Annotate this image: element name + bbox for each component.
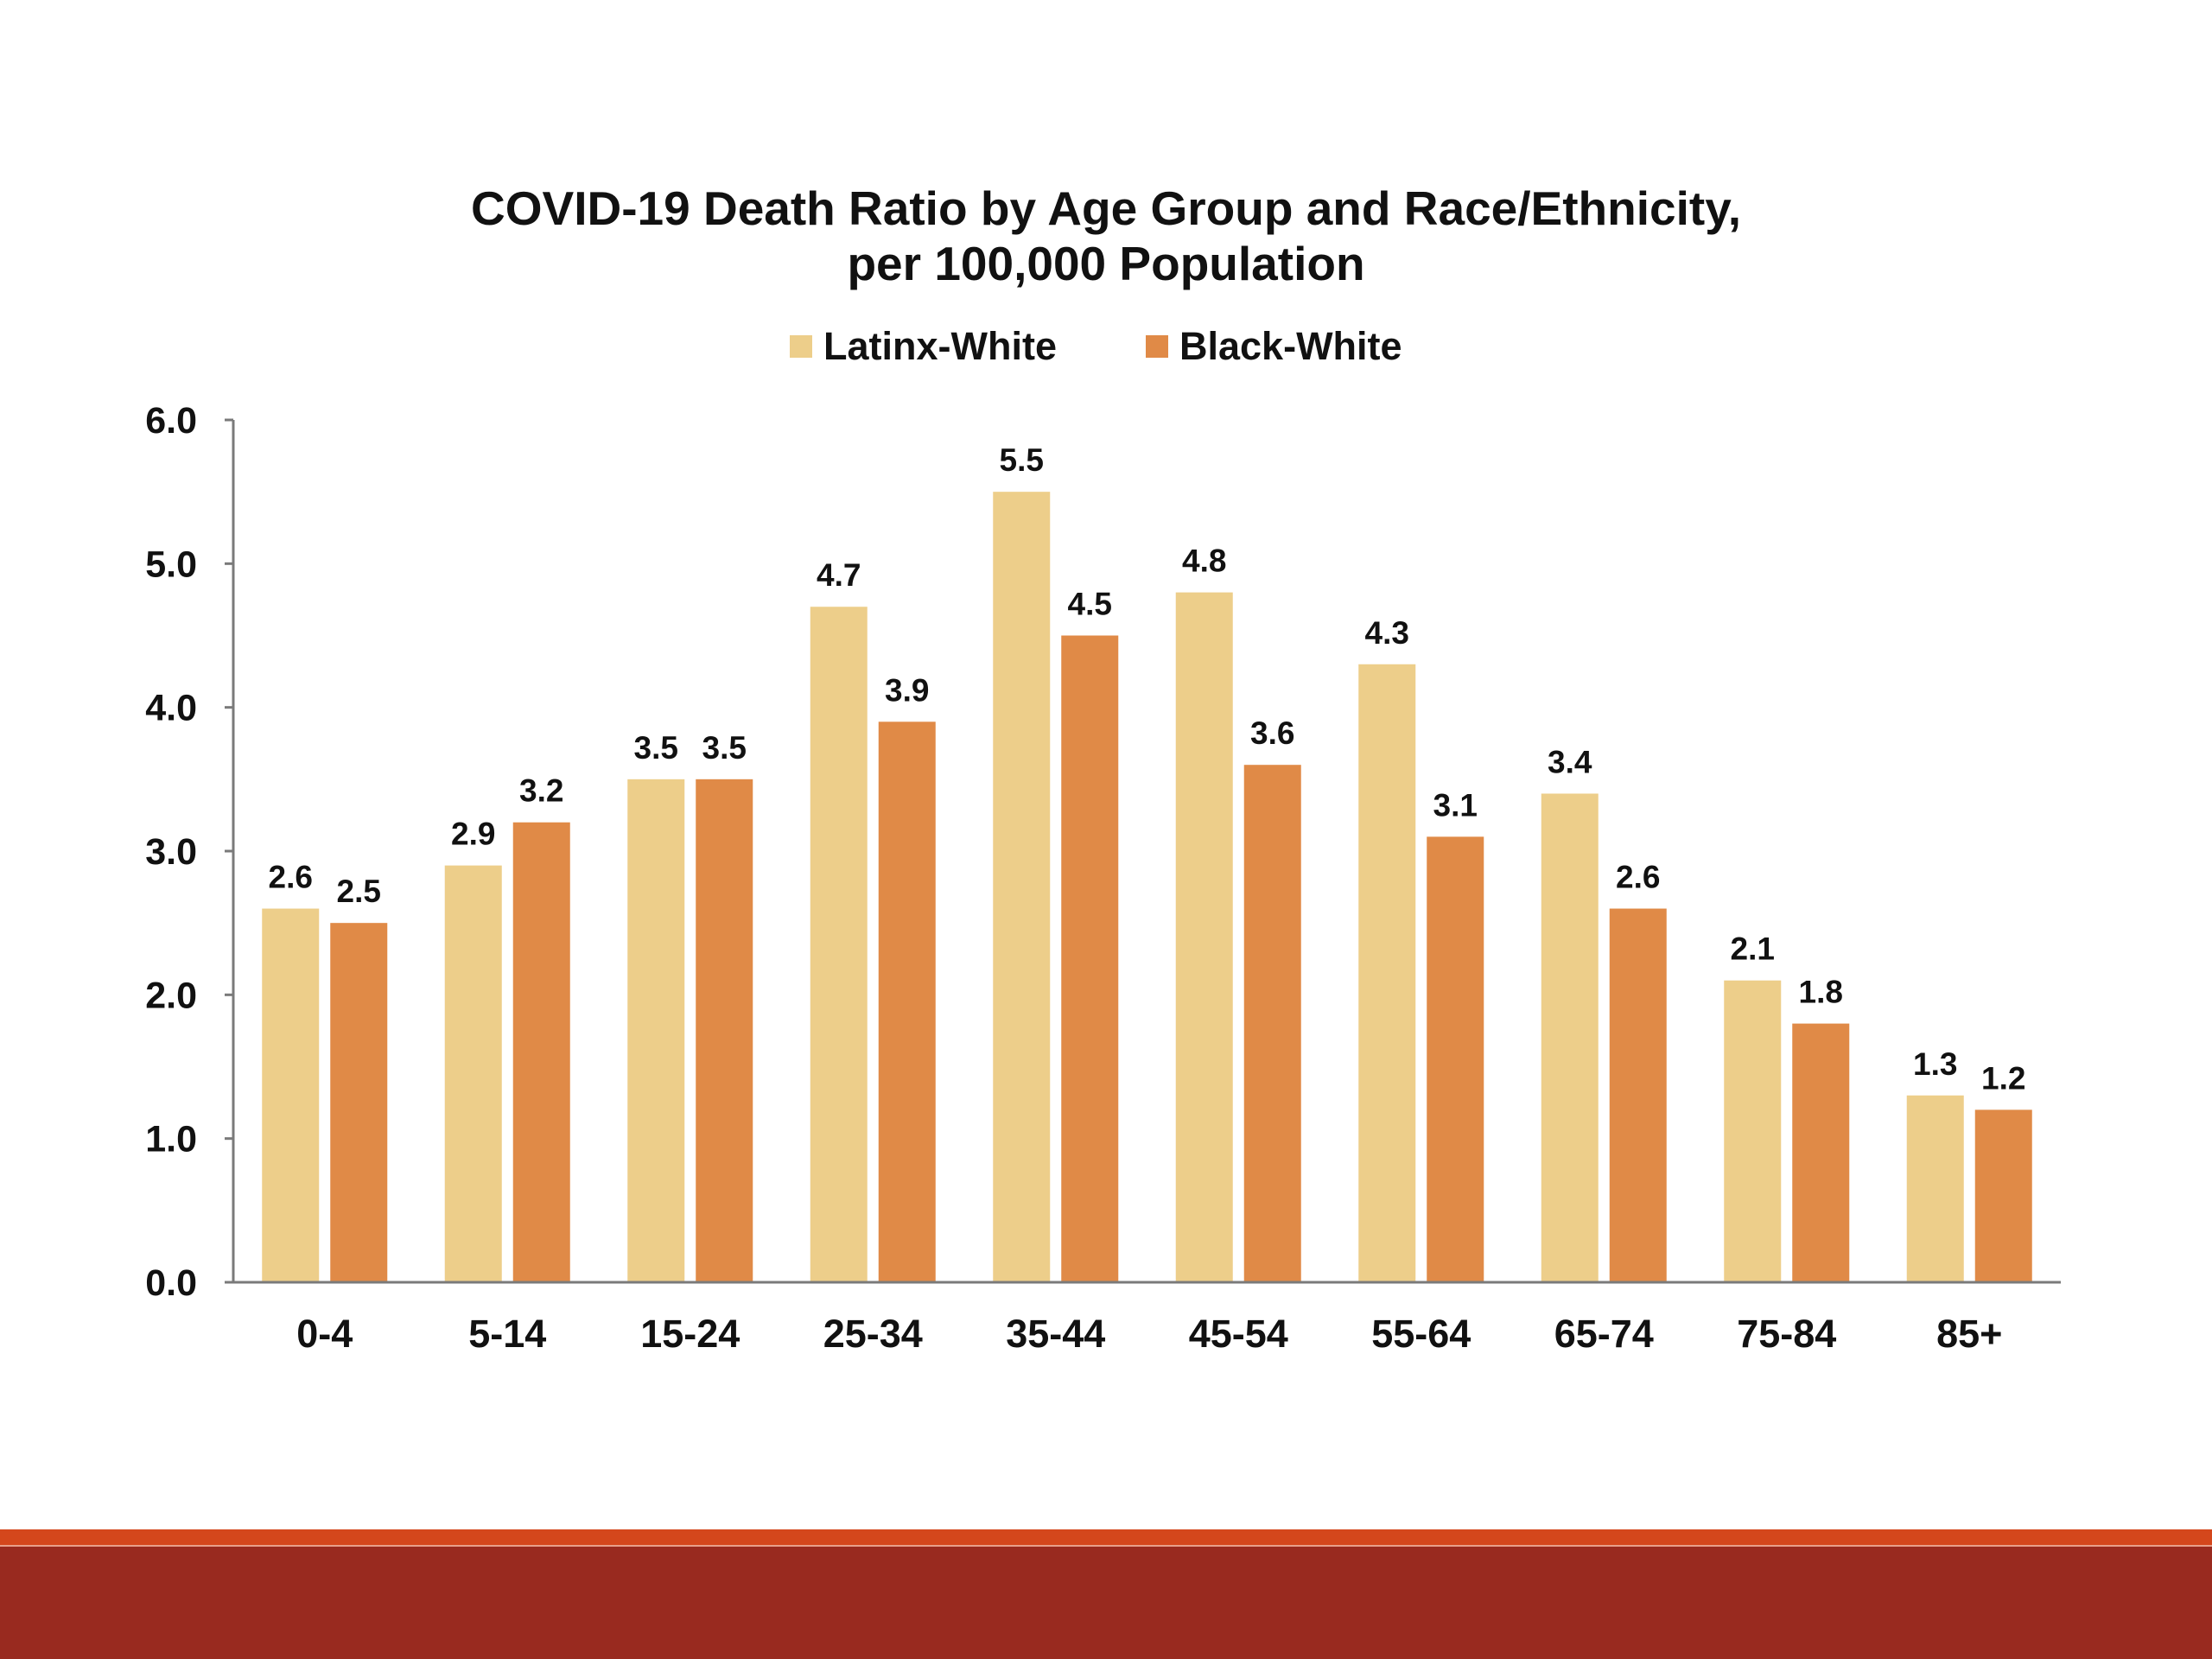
x-category-label: 15-24 bbox=[640, 1312, 740, 1356]
bar-latinx-white-65-74 bbox=[1541, 793, 1599, 1282]
data-label-black-white: 1.8 bbox=[1799, 975, 1843, 1010]
data-label-black-white: 2.5 bbox=[337, 874, 381, 909]
y-axis: 0.0 1.0 2.0 3.0 4.0 5.0 6.0 bbox=[145, 400, 235, 1304]
bar-latinx-white-75-84 bbox=[1724, 980, 1782, 1282]
chart-title: COVID-19 Death Ratio by Age Group and Ra… bbox=[471, 181, 1741, 235]
y-tick-label: 3.0 bbox=[145, 831, 197, 873]
chart-subtitle: per 100,000 Population bbox=[847, 237, 1364, 290]
data-label-black-white: 3.2 bbox=[519, 773, 563, 809]
data-label-black-white: 2.6 bbox=[1616, 860, 1660, 895]
bar-black-white-85plus bbox=[1974, 1109, 2032, 1282]
y-tick-label: 5.0 bbox=[145, 543, 197, 585]
x-category-label: 85+ bbox=[1936, 1312, 2002, 1356]
data-label-black-white: 3.5 bbox=[702, 730, 747, 766]
data-label-black-white: 3.9 bbox=[885, 672, 929, 708]
data-label-black-white: 1.2 bbox=[1981, 1060, 2025, 1096]
legend-label-latinx-white: Latinx-White bbox=[823, 324, 1057, 368]
data-label-latinx-white: 2.9 bbox=[451, 817, 495, 852]
x-category-label: 35-44 bbox=[1006, 1312, 1105, 1356]
bar-latinx-white-35-44 bbox=[993, 492, 1051, 1282]
data-label-black-white: 3.1 bbox=[1433, 787, 1478, 823]
bar-black-white-75-84 bbox=[1792, 1023, 1850, 1282]
data-labels: 2.6 2.5 2.9 3.2 3.5 3.5 4.7 3.9 5.5 4.5 4.8 3.6 4.3 3… bbox=[269, 442, 2026, 1096]
x-category-label: 75-84 bbox=[1737, 1312, 1836, 1356]
bar-black-white-35-44 bbox=[1061, 635, 1119, 1282]
bar-latinx-white-55-64 bbox=[1358, 664, 1416, 1282]
x-axis: 0-4 5-14 15-24 25-34 35-44 45-54 55-64 65-74 75-… bbox=[233, 1281, 2061, 1356]
bar-latinx-white-85plus bbox=[1906, 1095, 1964, 1282]
x-category-label: 45-54 bbox=[1189, 1312, 1288, 1356]
y-tick-label: 2.0 bbox=[145, 975, 197, 1016]
x-category-label: 25-34 bbox=[823, 1312, 923, 1356]
data-label-latinx-white: 4.3 bbox=[1365, 615, 1409, 651]
x-category-label: 55-64 bbox=[1371, 1312, 1471, 1356]
data-label-latinx-white: 4.8 bbox=[1182, 543, 1226, 579]
bar-black-white-15-24 bbox=[696, 779, 753, 1282]
legend-label-black-white: Black-White bbox=[1179, 324, 1402, 368]
footer-band bbox=[0, 1545, 2212, 1659]
bar-black-white-5-14 bbox=[512, 822, 570, 1282]
y-tick-label: 1.0 bbox=[145, 1119, 197, 1160]
footer-accent-line bbox=[0, 1529, 2212, 1545]
bars bbox=[262, 492, 2032, 1282]
y-tick-label: 0.0 bbox=[145, 1262, 197, 1304]
data-label-latinx-white: 4.7 bbox=[817, 557, 861, 593]
legend-swatch-latinx-white bbox=[790, 335, 812, 358]
data-label-latinx-white: 2.6 bbox=[269, 860, 313, 895]
data-label-latinx-white: 3.4 bbox=[1548, 744, 1592, 779]
bar-latinx-white-5-14 bbox=[444, 865, 502, 1282]
x-category-label: 65-74 bbox=[1554, 1312, 1654, 1356]
legend: Latinx-White Black-White bbox=[790, 324, 1402, 368]
data-label-latinx-white: 3.5 bbox=[634, 730, 678, 766]
bar-latinx-white-15-24 bbox=[627, 779, 685, 1282]
bar-black-white-45-54 bbox=[1243, 765, 1301, 1282]
x-category-label: 0-4 bbox=[296, 1312, 353, 1356]
data-label-latinx-white: 1.3 bbox=[1913, 1046, 1957, 1082]
x-category-label: 5-14 bbox=[468, 1312, 546, 1356]
data-label-latinx-white: 2.1 bbox=[1731, 931, 1775, 967]
data-label-latinx-white: 5.5 bbox=[1000, 442, 1044, 478]
bar-black-white-55-64 bbox=[1427, 836, 1484, 1282]
legend-swatch-black-white bbox=[1146, 335, 1168, 358]
bar-latinx-white-45-54 bbox=[1175, 592, 1233, 1282]
bar-black-white-0-4 bbox=[330, 923, 388, 1282]
data-label-black-white: 4.5 bbox=[1068, 587, 1112, 622]
bar-black-white-25-34 bbox=[878, 721, 936, 1282]
bar-latinx-white-0-4 bbox=[262, 908, 320, 1282]
y-tick-label: 6.0 bbox=[145, 400, 197, 442]
y-tick-label: 4.0 bbox=[145, 688, 197, 729]
data-label-black-white: 3.6 bbox=[1250, 715, 1294, 751]
bar-latinx-white-25-34 bbox=[810, 607, 868, 1282]
bar-black-white-65-74 bbox=[1609, 908, 1667, 1282]
